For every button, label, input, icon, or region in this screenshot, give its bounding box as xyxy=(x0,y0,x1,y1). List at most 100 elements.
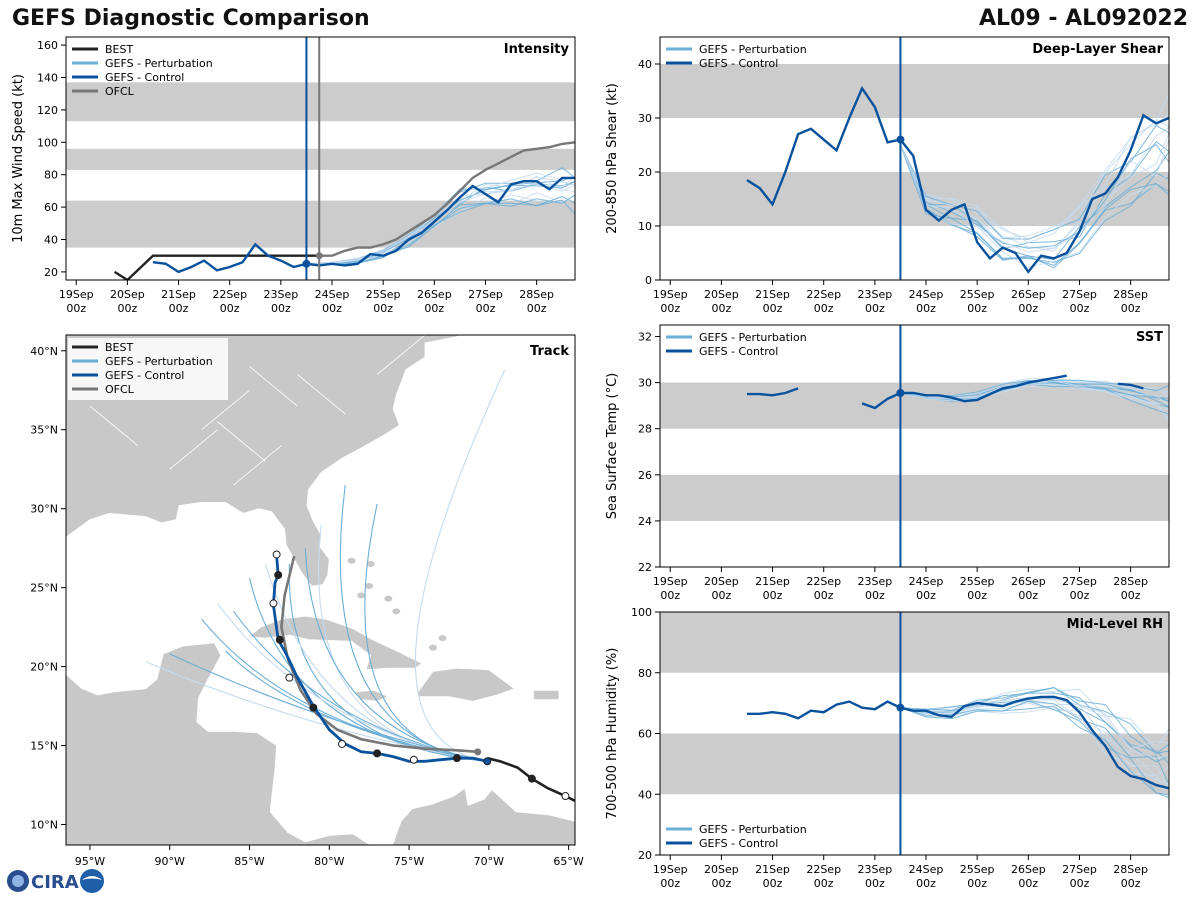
x-tick-hour: 00z xyxy=(169,302,189,315)
ensemble-member-line xyxy=(900,699,1169,791)
series-line-gefs-control xyxy=(152,176,575,274)
y-tick-label: 80 xyxy=(638,667,652,680)
x-tick-hour: 00z xyxy=(660,589,680,602)
series-group xyxy=(747,374,1169,421)
y-tick-label: 140 xyxy=(37,72,58,85)
x-tick-date: 21Sep xyxy=(755,288,790,301)
x-tick-date: 23Sep xyxy=(857,575,892,588)
x-tick-date: 22Sep xyxy=(806,863,841,876)
x-tick-hour: 00z xyxy=(1121,589,1141,602)
land-bahamas-island xyxy=(392,608,401,615)
land-puerto-rico xyxy=(533,689,560,701)
legend-label: GEFS - Perturbation xyxy=(105,57,213,70)
control-track-marker xyxy=(452,754,461,763)
ensemble-track-line xyxy=(414,369,506,762)
panel-title: SST xyxy=(1136,330,1163,345)
y-tick-label: 100 xyxy=(37,136,58,149)
x-tick-date: 28Sep xyxy=(1113,288,1148,301)
plot-frame xyxy=(659,324,1170,568)
y-axis-label: Sea Surface Temp (°C) xyxy=(605,373,620,520)
ensemble-member-line xyxy=(900,383,1169,411)
y-tick-label: 32 xyxy=(638,331,652,344)
legend-label: OFCL xyxy=(105,85,135,98)
series-group xyxy=(113,141,575,280)
x-tick-date: 25Sep xyxy=(960,575,995,588)
land-lesser-antilles-island xyxy=(629,760,635,766)
x-tick-date: 25Sep xyxy=(366,288,401,301)
x-tick-date: 23Sep xyxy=(857,288,892,301)
ofcl-track-marker xyxy=(474,748,482,756)
x-tick-hour: 00z xyxy=(373,302,393,315)
x-tick-hour: 00z xyxy=(660,302,680,315)
y-axis-label: 700-500 hPa Humidity (%) xyxy=(605,648,620,820)
x-tick-date: 27Sep xyxy=(1062,863,1097,876)
x-tick-date: 28Sep xyxy=(1113,863,1148,876)
y-tick-label: 20 xyxy=(638,849,652,862)
y-tick-label: 60 xyxy=(44,201,58,214)
x-tick-date: 21Sep xyxy=(755,575,790,588)
y-tick-label: 120 xyxy=(37,104,58,117)
ensemble-member-line xyxy=(899,144,1169,261)
y-axis-label: 10m Max Wind Speed (kt) xyxy=(11,74,26,243)
threshold-band xyxy=(660,612,1169,673)
ensemble-track-line xyxy=(364,503,488,762)
ensemble-track-line xyxy=(318,524,488,762)
x-tick-date: 22Sep xyxy=(806,575,841,588)
x-tick-date: 28Sep xyxy=(519,288,554,301)
legend-label: GEFS - Perturbation xyxy=(699,823,807,836)
x-tick-hour: 00z xyxy=(814,877,834,890)
ofcl-track-line xyxy=(280,555,478,754)
x-tick-date: 24Sep xyxy=(909,863,944,876)
y-tick-label: 40 xyxy=(44,234,58,247)
x-tick-hour: 00z xyxy=(66,302,86,315)
y-tick-label: 24 xyxy=(638,515,652,528)
y-tick-label: 160 xyxy=(37,39,58,52)
x-tick-hour: 00z xyxy=(916,877,936,890)
series-group xyxy=(747,686,1169,802)
x-tick-date: 19Sep xyxy=(653,863,688,876)
legend-label: GEFS - Control xyxy=(699,837,778,850)
y-tick-label: 30 xyxy=(638,112,652,125)
map-y-tick-label: 30°N xyxy=(30,503,58,516)
x-tick-hour: 00z xyxy=(527,302,547,315)
x-tick-hour: 00z xyxy=(916,302,936,315)
state-border xyxy=(169,429,218,470)
threshold-band xyxy=(660,382,1169,429)
x-tick-hour: 00z xyxy=(1070,302,1090,315)
series-line-best xyxy=(113,254,320,280)
y-tick-label: 20 xyxy=(638,166,652,179)
x-tick-hour: 00z xyxy=(814,302,834,315)
x-tick-hour: 00z xyxy=(865,589,885,602)
x-tick-date: 23Sep xyxy=(263,288,298,301)
x-tick-hour: 00z xyxy=(1070,877,1090,890)
control-track-marker xyxy=(309,703,318,712)
map-y-tick-label: 35°N xyxy=(30,424,58,437)
plot-frame xyxy=(659,36,1170,281)
x-tick-date: 28Sep xyxy=(1113,575,1148,588)
panel-title: Mid-Level RH xyxy=(1067,617,1163,632)
x-tick-date: 20Sep xyxy=(110,288,145,301)
series-line-ofcl xyxy=(319,141,575,257)
x-tick-hour: 00z xyxy=(476,302,496,315)
state-border xyxy=(249,366,298,407)
y-tick-label: 80 xyxy=(44,169,58,182)
ensemble-track-line xyxy=(248,578,488,762)
map-frame xyxy=(65,334,576,846)
page-title: GEFS Diagnostic Comparison xyxy=(12,6,370,31)
ensemble-member-line xyxy=(306,196,575,265)
land-lesser-antilles-island xyxy=(620,724,626,730)
ensemble-member-line xyxy=(899,144,1169,263)
map-x-tick-label: 95°W xyxy=(75,855,105,868)
x-tick-hour: 00z xyxy=(763,302,783,315)
ensemble-track-line xyxy=(233,610,488,762)
x-tick-hour: 00z xyxy=(1121,302,1141,315)
legend-label: GEFS - Control xyxy=(105,369,184,382)
ensemble-member-line xyxy=(900,705,1169,799)
state-border xyxy=(201,389,250,431)
x-tick-date: 25Sep xyxy=(960,288,995,301)
x-tick-date: 22Sep xyxy=(806,288,841,301)
legend-label: GEFS - Perturbation xyxy=(699,331,807,344)
cira-logo-text: CIRA xyxy=(31,872,79,893)
storm-id: AL09 - AL092022 xyxy=(979,6,1188,31)
x-tick-date: 26Sep xyxy=(1011,575,1046,588)
